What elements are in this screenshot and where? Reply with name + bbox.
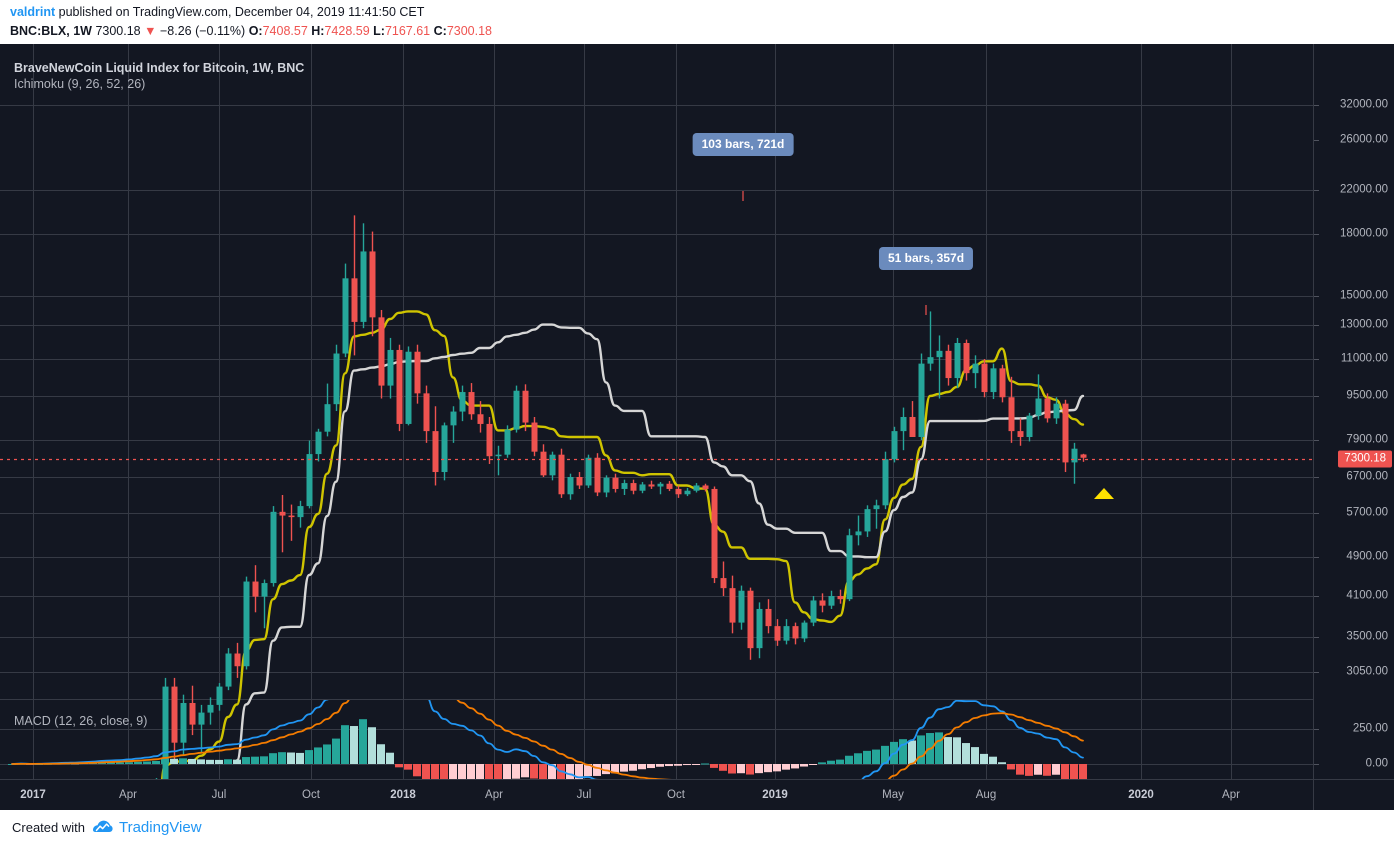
publish-line: valdrint published on TradingView.com, D…: [10, 4, 1394, 21]
price-axis-label: 22000.00: [1340, 183, 1388, 196]
time-axis-label: 2020: [1128, 789, 1154, 801]
time-axis-label: 2018: [390, 789, 416, 801]
time-axis[interactable]: 2017 Apr Jul Oct 2018 Apr Jul Oct 2019 May Aug 2020…: [0, 779, 1313, 810]
price-axis-label: 5700.00: [1346, 506, 1388, 519]
symbol-label[interactable]: BNC:BLX, 1W: [10, 24, 92, 38]
price-axis[interactable]: 32000.00 26000.00 22000.00 18000.00 15000.00…: [1313, 44, 1394, 809]
price-axis-label: 9500.00: [1346, 389, 1388, 402]
time-axis-label: 2019: [762, 789, 788, 801]
price-axis-tick: [1314, 596, 1319, 597]
price-axis-tick: [1314, 325, 1319, 326]
tradingview-logo-icon: [92, 820, 113, 832]
price-axis-tick: [1314, 637, 1319, 638]
price-axis-tick: [1314, 513, 1319, 514]
macd-axis-label: 250.00: [1352, 722, 1388, 735]
close-value: 7300.18: [446, 24, 493, 38]
time-axis-label: Jul: [576, 789, 592, 801]
macd-axis-tick: [1314, 764, 1319, 765]
close-key: C:: [433, 24, 447, 38]
price-axis-label: 32000.00: [1340, 98, 1388, 111]
author-name[interactable]: valdrint: [10, 5, 56, 19]
time-axis-label: Oct: [667, 789, 685, 801]
price-axis-label: 3500.00: [1346, 630, 1388, 643]
quote-line: BNC:BLX, 1W 7300.18 ▼ −8.26 (−0.11%) O:7…: [10, 23, 1394, 40]
chart-header: valdrint published on TradingView.com, D…: [0, 0, 1394, 44]
price-axis-label: 4900.00: [1346, 550, 1388, 563]
high-key: H:: [311, 24, 325, 38]
created-with-label: Created with: [12, 819, 85, 835]
macd-legend[interactable]: MACD (12, 26, close, 9): [14, 714, 148, 728]
price-axis-label: 4100.00: [1346, 589, 1388, 602]
last-price: 7300.18: [95, 24, 141, 38]
price-axis-label: 18000.00: [1340, 227, 1388, 240]
price-axis-label: 6700.00: [1346, 470, 1388, 483]
price-axis-label: 11000.00: [1340, 352, 1388, 365]
price-axis-label: 13000.00: [1340, 318, 1388, 331]
price-axis-tick: [1314, 105, 1319, 106]
chart-canvas[interactable]: [0, 44, 1313, 779]
measurement-badge[interactable]: 103 bars, 721d: [692, 133, 794, 156]
price-axis-tick: [1314, 190, 1319, 191]
time-axis-label: Apr: [485, 789, 503, 801]
change-value: −8.26 (−0.11%): [159, 24, 246, 38]
price-axis-label: 7900.00: [1346, 433, 1388, 446]
publish-text: published on TradingView.com, December 0…: [58, 5, 425, 19]
current-price-badge[interactable]: 7300.18: [1338, 450, 1392, 468]
macd-axis-label: 0.00: [1365, 757, 1388, 770]
price-axis-tick: [1314, 440, 1319, 441]
price-axis-tick: [1314, 557, 1319, 558]
price-axis-label: 26000.00: [1340, 133, 1388, 146]
low-key: L:: [373, 24, 385, 38]
footer: Created with TradingView: [0, 810, 1394, 844]
macd-axis-tick: [1314, 729, 1319, 730]
price-axis-tick: [1314, 477, 1319, 478]
time-axis-label: Apr: [1222, 789, 1240, 801]
time-axis-label: Jul: [211, 789, 227, 801]
chart-panes[interactable]: BraveNewCoin Liquid Index for Bitcoin, 1…: [0, 44, 1313, 779]
axis-corner: [1313, 779, 1394, 810]
high-value: 7428.59: [324, 24, 370, 38]
tradingview-brand[interactable]: TradingView: [118, 818, 202, 836]
price-axis-tick: [1314, 672, 1319, 673]
chart-board: BraveNewCoin Liquid Index for Bitcoin, 1…: [0, 44, 1394, 810]
time-axis-label: May: [882, 789, 904, 801]
price-axis-tick: [1314, 359, 1319, 360]
open-value: 7408.57: [262, 24, 308, 38]
time-axis-label: Oct: [302, 789, 320, 801]
open-key: O:: [248, 24, 263, 38]
time-axis-label: Apr: [119, 789, 137, 801]
measurement-badge[interactable]: 51 bars, 357d: [878, 247, 974, 270]
change-arrow-icon: ▼: [144, 24, 157, 38]
price-axis-label: 15000.00: [1340, 289, 1388, 302]
low-value: 7167.61: [384, 24, 431, 38]
price-axis-tick: [1314, 296, 1319, 297]
time-axis-label: Aug: [975, 789, 997, 801]
price-axis-tick: [1314, 396, 1319, 397]
price-axis-label: 3050.00: [1346, 665, 1388, 678]
price-axis-tick: [1314, 140, 1319, 141]
price-axis-tick: [1314, 234, 1319, 235]
time-axis-label: 2017: [20, 789, 46, 801]
